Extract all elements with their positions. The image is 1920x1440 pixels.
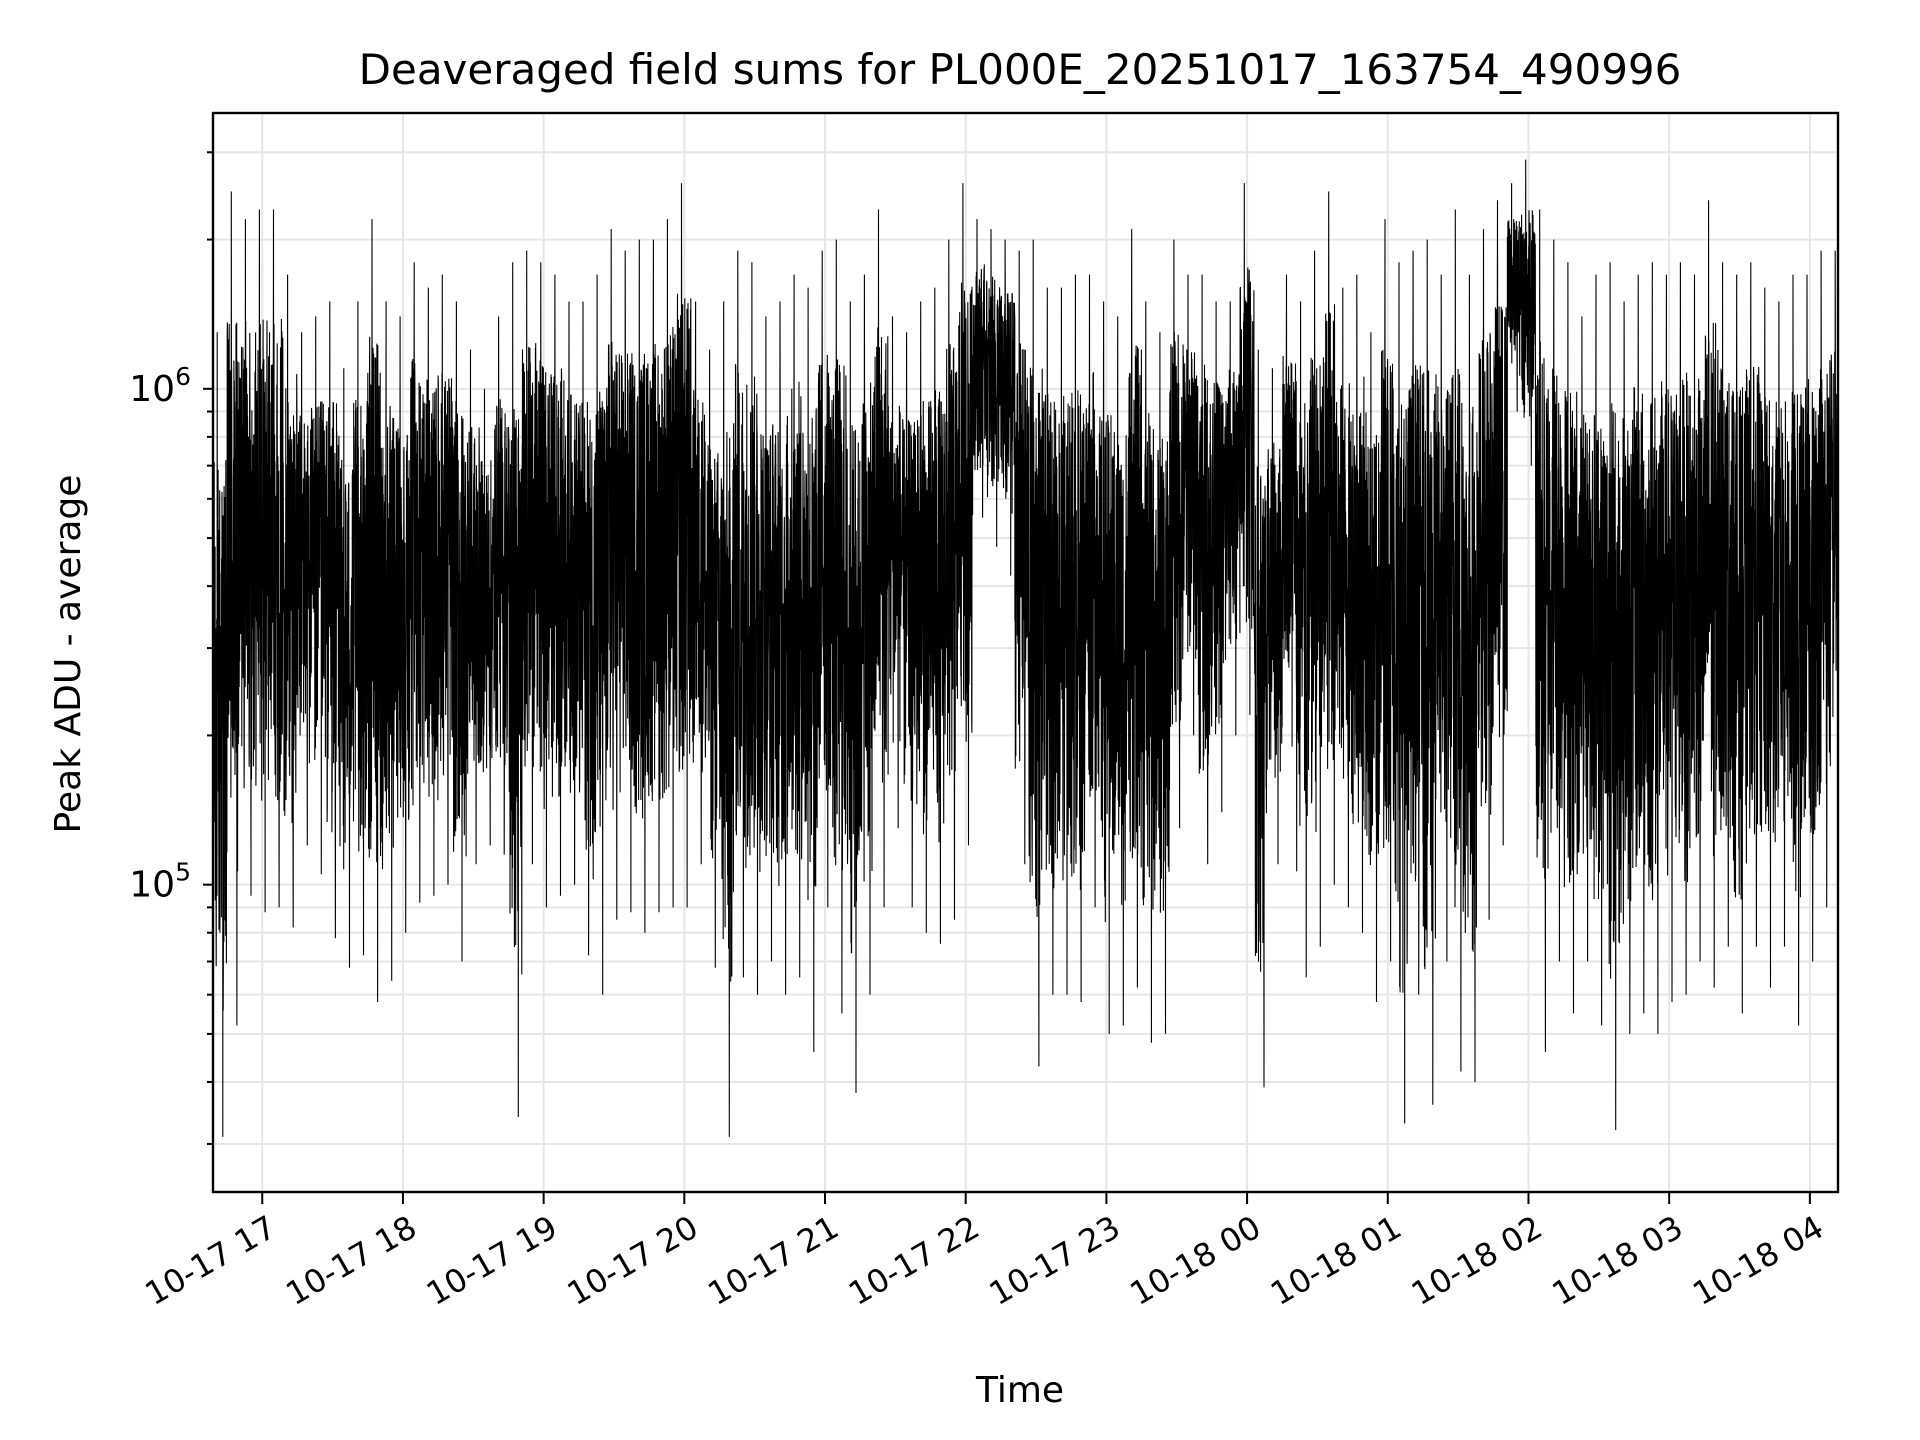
y-tick-label: 106 bbox=[129, 362, 191, 410]
x-axis-label: Time bbox=[975, 1370, 1064, 1411]
data-series bbox=[213, 159, 1838, 1137]
plot-frame bbox=[211, 111, 1840, 1194]
chart-title: Deaveraged field sums for PL000E_2025101… bbox=[359, 45, 1682, 94]
y-tick-label: 105 bbox=[129, 858, 191, 906]
series-line-0 bbox=[213, 159, 1838, 1137]
y-axis-label: Peak ADU - average bbox=[48, 475, 89, 834]
